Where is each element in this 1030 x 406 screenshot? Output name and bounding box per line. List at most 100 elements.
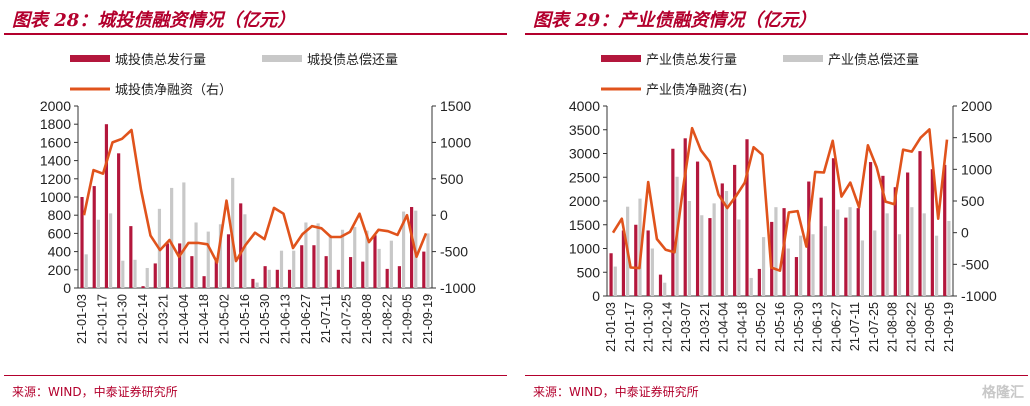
bar-issue <box>239 203 243 288</box>
legend-swatch-issue <box>601 55 641 62</box>
x-axis-tick-label: 21-04-18 <box>735 302 749 352</box>
bar-issue <box>819 197 823 296</box>
bar-repay <box>934 235 939 296</box>
bar-repay <box>292 250 296 288</box>
x-axis-tick-label: 21-07-11 <box>319 294 333 343</box>
left-axis-tick-label: 1200 <box>40 171 71 187</box>
bar-issue <box>385 268 389 288</box>
legend-label-issue: 产业债总发行量 <box>646 52 737 68</box>
bar-repay <box>218 224 223 288</box>
bar-repay <box>897 234 902 296</box>
bar-issue <box>190 256 194 288</box>
bar-issue <box>745 139 749 296</box>
right-axis-tick-label: -500 <box>961 256 989 272</box>
bar-repay <box>389 240 393 288</box>
bar-issue <box>646 230 650 296</box>
bar-issue <box>671 148 675 296</box>
bar-repay <box>133 259 137 288</box>
bar-issue <box>361 261 365 288</box>
bar-repay <box>267 269 271 288</box>
bar-issue <box>893 187 897 296</box>
bar-issue <box>807 181 811 296</box>
x-axis-tick-label: 21-05-16 <box>773 302 787 352</box>
bar-repay <box>353 227 357 288</box>
bar-repay <box>885 213 889 296</box>
legend-label-repay: 城投债总偿还量 <box>307 52 398 68</box>
left-axis-tick-label: 2000 <box>569 193 600 209</box>
left-axis-tick-label: 1000 <box>40 189 71 205</box>
bar-repay <box>145 267 149 288</box>
x-axis-tick-label: 21-04-04 <box>717 302 731 352</box>
title-rule <box>525 33 1028 35</box>
x-axis-tick-label: 21-06-13 <box>279 294 293 344</box>
bar-issue <box>658 274 663 296</box>
right-axis-tick-label: -500 <box>440 244 468 260</box>
x-axis-tick-label: 21-06-27 <box>829 302 843 352</box>
bar-repay <box>761 237 766 296</box>
bar-issue <box>287 269 292 288</box>
left-axis-tick-label: 0 <box>63 280 71 296</box>
left-axis-tick-label: 4000 <box>569 98 600 114</box>
x-axis-tick-label: 21-01-03 <box>604 302 618 352</box>
bar-repay <box>401 211 406 288</box>
bar-repay <box>243 214 247 288</box>
bar-repay <box>377 248 381 288</box>
bar-issue <box>708 218 712 296</box>
x-axis-tick-label: 21-03-07 <box>679 302 693 352</box>
bar-repay <box>737 219 741 296</box>
bar-issue <box>794 257 799 296</box>
bar-repay <box>786 248 790 296</box>
bar-repay <box>873 230 877 296</box>
x-axis-tick-label: 21-01-17 <box>95 294 109 344</box>
bar-issue <box>906 172 910 296</box>
bar-issue <box>410 207 414 288</box>
bar-issue <box>80 197 84 288</box>
x-axis-tick-label: 21-09-05 <box>923 302 937 352</box>
left-axis-tick-label: 1500 <box>569 217 600 233</box>
bar-issue <box>856 208 860 296</box>
bar-issue <box>373 235 377 288</box>
right-axis-tick-label: -1000 <box>961 288 997 304</box>
right-axis-tick-label: 1500 <box>440 98 471 114</box>
x-axis-tick-label: 21-06-13 <box>811 302 825 352</box>
bar-issue <box>226 234 231 288</box>
bar-issue <box>348 257 353 288</box>
bar-issue <box>634 224 638 296</box>
bar-repay <box>613 266 617 296</box>
bar-issue <box>733 164 737 296</box>
legend-swatch-issue <box>70 55 110 62</box>
bar-issue <box>153 263 157 288</box>
x-axis-tick-label: 21-09-19 <box>421 294 435 344</box>
bar-issue <box>757 268 761 296</box>
x-axis-tick-label: 21-09-19 <box>942 302 956 352</box>
x-axis-tick-label: 21-02-14 <box>136 294 150 344</box>
net-financing-line <box>82 128 428 264</box>
bar-issue <box>251 278 255 288</box>
bar-issue <box>202 276 206 288</box>
bar-repay <box>799 235 803 296</box>
bar-issue <box>92 186 96 288</box>
bar-repay <box>255 282 259 288</box>
legend-label-issue: 城投债总发行量 <box>115 52 206 68</box>
bar-issue <box>165 243 170 288</box>
bar-repay <box>910 207 914 296</box>
x-axis-tick-label: 21-06-27 <box>299 294 313 344</box>
net-financing-line <box>611 126 949 272</box>
bar-issue <box>300 245 304 288</box>
source-note: 来源：WIND，中泰证券研究所 <box>12 385 178 399</box>
bar-issue <box>141 286 145 288</box>
left-axis-tick-label: 200 <box>48 262 72 278</box>
source-rule <box>4 375 507 376</box>
bar-repay <box>922 213 926 296</box>
bar-repay <box>426 233 430 288</box>
legend-label-net: 产业债净融资(右) <box>646 83 747 98</box>
bar-repay <box>109 213 113 288</box>
x-axis-tick-label: 21-05-30 <box>258 294 272 344</box>
bar-repay <box>170 187 174 288</box>
bar-repay <box>749 277 753 296</box>
x-axis-tick-label: 21-07-25 <box>340 294 354 344</box>
bar-issue <box>275 269 279 288</box>
legend-label-repay: 产业债总偿还量 <box>828 53 919 68</box>
